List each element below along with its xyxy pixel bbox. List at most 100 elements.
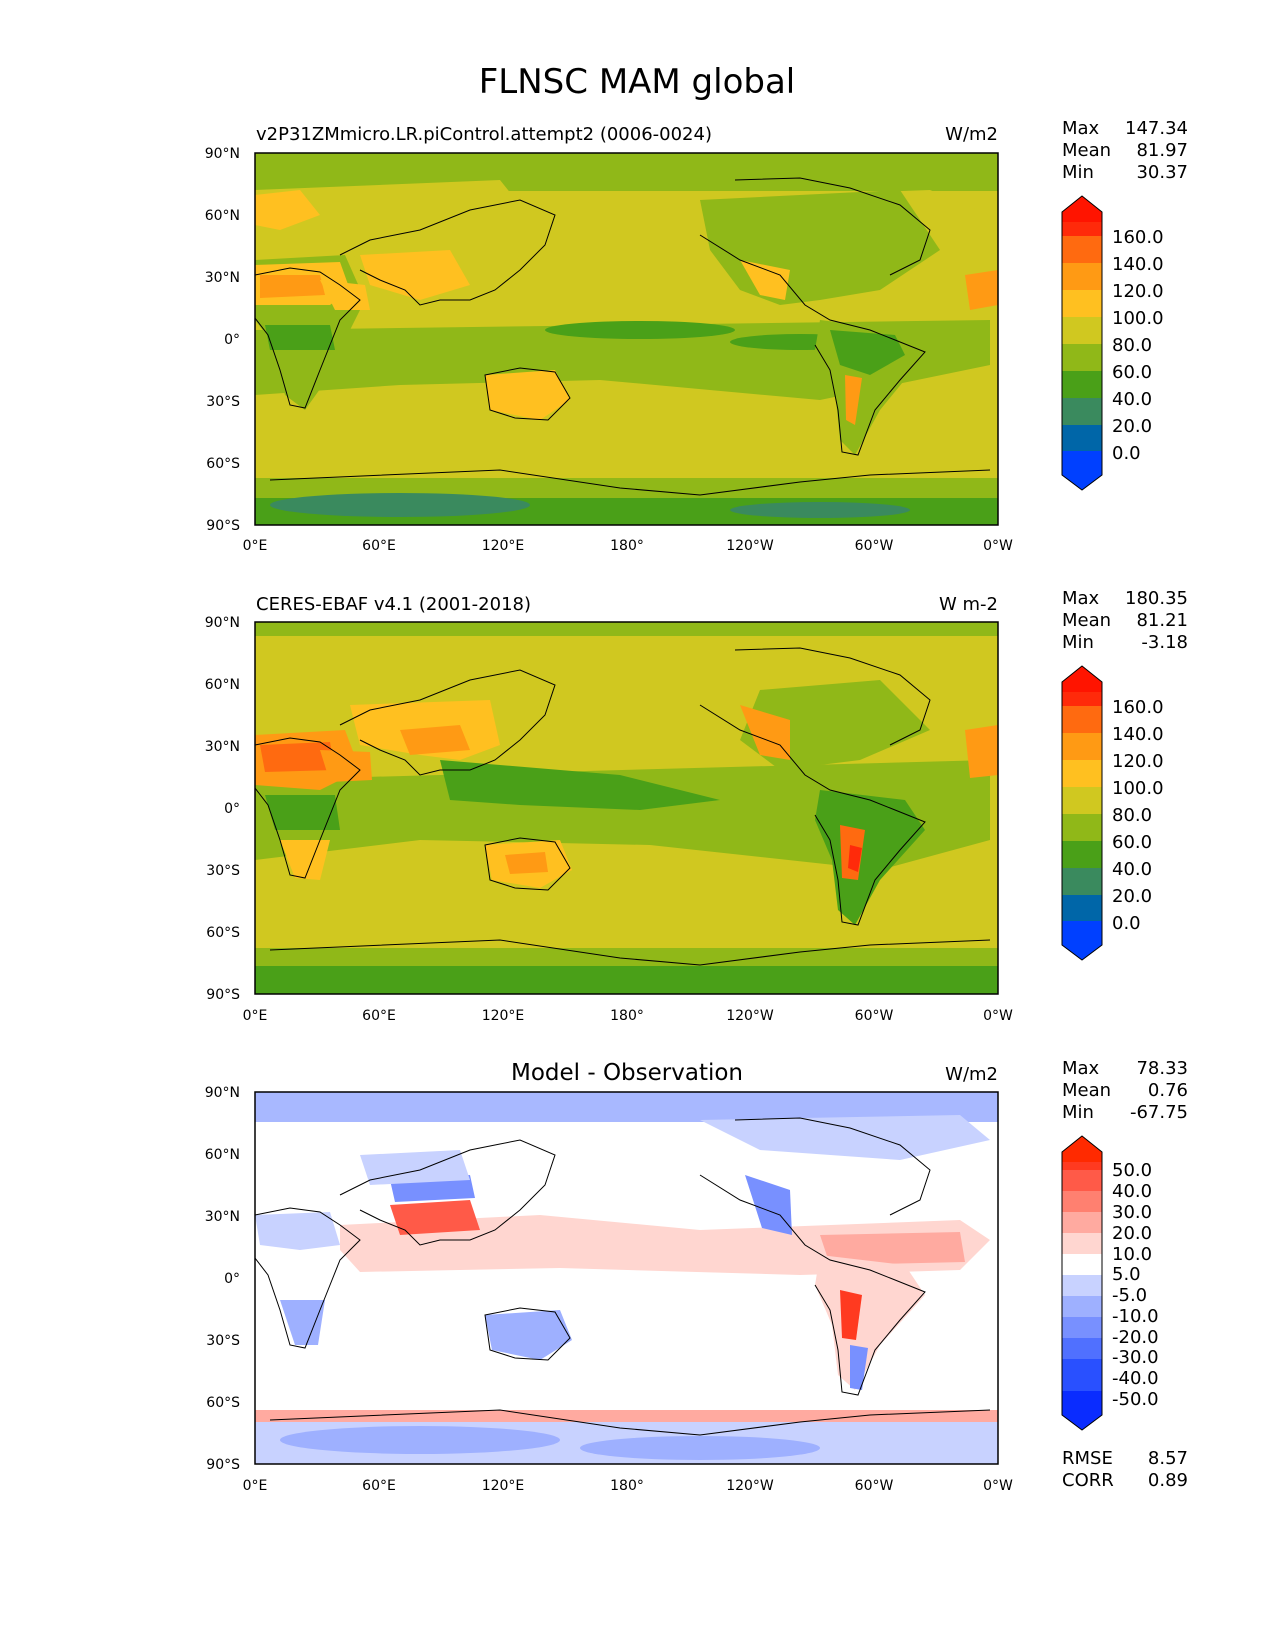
colorbar-tick-label: -5.0 [1112, 1285, 1147, 1306]
stat-value-max: 180.35 [1125, 588, 1188, 609]
land-amazon [830, 330, 905, 375]
colorbar-tick-label: 20.0 [1112, 886, 1152, 907]
stat-label-mean: Mean [1062, 610, 1111, 631]
lat-tick-label: 60°N [205, 208, 240, 224]
colorbar-extend-top [1062, 666, 1102, 692]
panel-difference: Model - Observation W/m2 [205, 1058, 1188, 1494]
lon-tick-label: 120°W [726, 1478, 774, 1494]
stat-value-max: 78.33 [1136, 1058, 1188, 1079]
andes-positive [840, 1290, 862, 1340]
colorbar-segment [1062, 1359, 1102, 1391]
arctic-band [255, 622, 998, 636]
panel-difference-map [255, 1092, 998, 1464]
arctic-band [255, 153, 998, 191]
land-sahara-core [260, 742, 335, 772]
colorbar-segment [1062, 733, 1102, 760]
africa-negative [255, 1212, 340, 1250]
lon-axis: 0°E 60°E 120°E 180° 120°W 60°W 0°W [243, 1008, 1013, 1024]
colorbar-segment [1062, 706, 1102, 733]
land-mexico [740, 705, 790, 760]
panel-observation-stats: Max 180.35 Mean 81.21 Min -3.18 [1062, 588, 1188, 653]
colorbar-tick-label: 140.0 [1112, 724, 1164, 745]
lon-tick-label: 0°W [983, 1478, 1013, 1494]
colorbar-segment [1062, 841, 1102, 868]
lat-axis: 90°N 60°N 30°N 0° 30°S 60°S 90°S [205, 1085, 240, 1473]
lat-tick-label: 60°S [206, 1395, 240, 1411]
panel-difference-center-title: Model - Observation [511, 1060, 743, 1086]
lon-tick-label: 120°E [482, 1478, 525, 1494]
lon-tick-label: 0°E [243, 538, 268, 554]
colorbar-tick-label: 50.0 [1112, 1160, 1152, 1181]
stat-value-max: 147.34 [1125, 118, 1188, 139]
land-arabia [320, 750, 372, 782]
colorbar-tick-label: 160.0 [1112, 227, 1164, 248]
colorbar-tick-label: -40.0 [1112, 1368, 1159, 1389]
colorbar-tick-label: -30.0 [1112, 1347, 1159, 1368]
panel-difference-stats: Max 78.33 Mean 0.76 Min -67.75 [1062, 1058, 1188, 1123]
colorbar-extend-top [1062, 1136, 1102, 1162]
land-central-africa [265, 795, 340, 830]
colorbar-segment [1062, 1317, 1102, 1338]
colorbar-tick-label: 120.0 [1112, 281, 1164, 302]
lon-tick-label: 60°W [855, 538, 894, 554]
lon-tick-label: 180° [610, 1008, 644, 1024]
colorbar-segment [1062, 692, 1102, 706]
colorbar-tick-label: 140.0 [1112, 254, 1164, 275]
panel-observation-colorbar: 160.0 140.0 120.0 100.0 80.0 60.0 40.0 2… [1061, 665, 1164, 961]
map-frame [254, 152, 999, 526]
stat-label-max: Max [1062, 588, 1100, 609]
colorbar-outline [1061, 195, 1103, 491]
colorbar-tick-label: 80.0 [1112, 335, 1152, 356]
colorbar-segment [1062, 290, 1102, 317]
map-frame [254, 621, 999, 995]
colorbar-tick-label: -20.0 [1112, 1327, 1159, 1348]
lat-tick-label: 90°S [206, 1457, 240, 1473]
colorbar-segment [1062, 344, 1102, 371]
lat-tick-label: 60°N [205, 677, 240, 693]
lat-tick-label: 60°S [206, 456, 240, 472]
colorbar-segment [1062, 1191, 1102, 1212]
lon-tick-label: 60°E [362, 1008, 396, 1024]
colorbar-tick-label: 30.0 [1112, 1202, 1152, 1223]
lat-tick-label: 0° [224, 1271, 240, 1287]
panel-difference-colorbar: 50.0 40.0 30.0 20.0 10.0 5.0 -5.0 -10.0 … [1061, 1135, 1159, 1431]
stat-value-mean: 81.21 [1136, 610, 1188, 631]
lon-tick-label: 120°W [726, 538, 774, 554]
colorbar-extend-bottom [1062, 1391, 1102, 1430]
colorbar-segment [1062, 1212, 1102, 1233]
colorbar-tick-label: 40.0 [1112, 859, 1152, 880]
colorbar-segment [1062, 425, 1102, 451]
colorbar-tick-label: 60.0 [1112, 832, 1152, 853]
colorbar-tick-label: 40.0 [1112, 1181, 1152, 1202]
panel-difference-metrics: RMSE 8.57 CORR 0.89 [1062, 1448, 1188, 1491]
land-southern-africa [280, 840, 330, 880]
lat-tick-label: 90°S [206, 518, 240, 534]
land-andes-core [848, 845, 862, 872]
land-south-america [815, 790, 925, 925]
lon-tick-label: 0°W [983, 1008, 1013, 1024]
colorbar-segment [1062, 398, 1102, 425]
mexico-negative [745, 1175, 792, 1235]
south-america-positive [815, 1255, 925, 1390]
stat-label-mean: Mean [1062, 1080, 1111, 1101]
antarctica-low [730, 502, 910, 518]
colorbar-tick-label: 120.0 [1112, 751, 1164, 772]
stat-label-min: Min [1062, 162, 1094, 183]
panel-model-stats: Max 147.34 Mean 81.97 Min 30.37 [1062, 118, 1188, 183]
metric-label-rmse: RMSE [1062, 1448, 1113, 1469]
stat-value-min: 30.37 [1136, 162, 1188, 183]
colorbar-tick-label: 20.0 [1112, 1223, 1152, 1244]
colorbar-tick-label: 100.0 [1112, 308, 1164, 329]
lon-tick-label: 60°E [362, 538, 396, 554]
colorbar-extend-top [1062, 196, 1102, 222]
colorbar-tick-label: 80.0 [1112, 805, 1152, 826]
coastlines [255, 647, 991, 966]
land-west-africa-coast [965, 725, 998, 778]
antarctica-band [255, 966, 998, 994]
colorbar-segment [1062, 895, 1102, 921]
land-andes [845, 375, 862, 425]
lat-tick-label: 30°S [206, 863, 240, 879]
colorbar-tick-label: 0.0 [1112, 913, 1141, 934]
colorbar-tick-label: 160.0 [1112, 697, 1164, 718]
southern-ocean-band [255, 478, 998, 498]
